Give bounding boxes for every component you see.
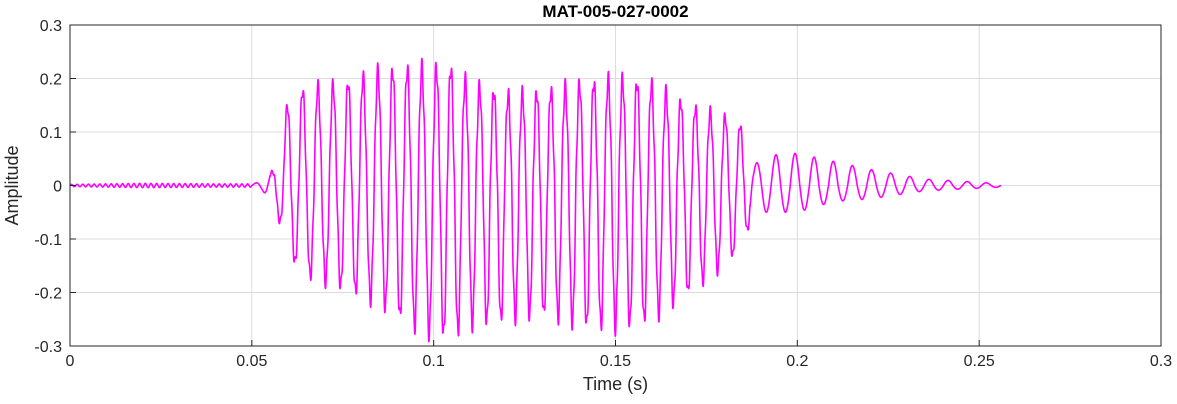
y-tick-label: 0 (53, 179, 62, 196)
y-tick-label: 0.3 (40, 18, 62, 35)
x-tick-label: 0.15 (600, 353, 631, 370)
y-tick-label: 0.1 (40, 125, 62, 142)
x-tick-label: 0.05 (236, 353, 267, 370)
y-tick-label: -0.3 (34, 339, 62, 356)
y-axis-ticks: -0.3 -0.2 -0.1 0 0.1 0.2 0.3 (34, 18, 76, 356)
x-tick-label: 0.25 (964, 353, 995, 370)
chart-title: MAT-005-027-0002 (542, 2, 688, 21)
y-tick-label: 0.2 (40, 72, 62, 89)
y-tick-label: -0.1 (34, 232, 62, 249)
x-tick-label: 0.2 (786, 353, 808, 370)
waveform-series-line (69, 57, 1002, 343)
x-axis-label: Time (s) (583, 374, 648, 394)
x-tick-label: 0.3 (1150, 353, 1172, 370)
x-tick-label: 0 (66, 353, 75, 370)
x-axis-ticks: 0 0.05 0.1 0.15 0.2 0.25 0.3 (66, 340, 1172, 370)
y-tick-label: -0.2 (34, 286, 62, 303)
y-axis-label: Amplitude (2, 145, 22, 225)
x-tick-label: 0.1 (423, 353, 445, 370)
